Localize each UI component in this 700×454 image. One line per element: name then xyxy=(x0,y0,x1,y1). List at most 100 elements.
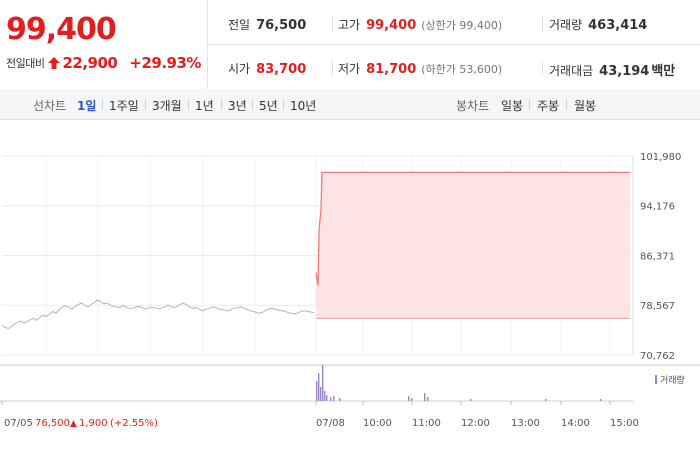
prev-close: 전일 76,500 xyxy=(228,16,306,33)
open-value: 83,700 xyxy=(256,62,307,77)
tab-monthly-candle[interactable]: 월봉 xyxy=(574,99,597,113)
today-price-line xyxy=(315,171,630,286)
prev-day-pct: (+2.55%) xyxy=(110,418,158,429)
change-percent: +29.93% xyxy=(129,54,201,72)
volume-bar xyxy=(316,381,318,401)
tab-1week[interactable]: 1주일 xyxy=(109,99,139,113)
x-tick-label: 10:00 xyxy=(363,418,392,429)
tab-divider xyxy=(188,99,189,110)
high: 고가 99,400 (상한가 99,400) xyxy=(338,16,502,33)
tab-divider xyxy=(221,99,222,110)
current-price: 99,400 xyxy=(6,12,117,47)
x-tick-label: 14:00 xyxy=(561,418,590,429)
volume-label: 거래량 xyxy=(549,18,583,32)
price-summary: 99,400 전일대비 22,900 +29.93% 전일 76,500 고가 … xyxy=(0,0,700,90)
volume-legend-icon xyxy=(655,375,657,384)
high-label: 고가 xyxy=(338,18,361,32)
x-tick-label: 12:00 xyxy=(461,418,490,429)
volume-bar xyxy=(408,396,410,401)
amount-label: 거래대금 xyxy=(549,64,594,78)
volume-bar xyxy=(470,399,472,401)
amount-value: 43,194 xyxy=(599,64,650,79)
line-chart-label: 선차트 xyxy=(33,99,67,113)
column-divider xyxy=(332,17,333,31)
tab-10year[interactable]: 10년 xyxy=(290,99,317,113)
volume-bar xyxy=(326,395,328,401)
lower-limit: (하한가 53,600) xyxy=(421,63,503,76)
up-arrow-icon xyxy=(48,57,61,69)
price-lines xyxy=(1,171,630,330)
volume: 거래량 463,414 xyxy=(549,16,647,33)
y-tick-label: 70,762 xyxy=(640,351,675,362)
tab-divider xyxy=(102,99,103,110)
today-price-area xyxy=(316,172,630,319)
tab-divider xyxy=(529,99,530,110)
column-divider xyxy=(542,17,543,31)
low-label: 저가 xyxy=(338,62,361,76)
candle-chart-label: 봉차트 xyxy=(456,99,490,113)
tab-3year[interactable]: 3년 xyxy=(228,99,247,113)
low: 저가 81,700 (하한가 53,600) xyxy=(338,60,502,77)
change-value: 22,900 xyxy=(62,54,118,72)
x-tick-label: 15:00 xyxy=(610,418,639,429)
volume-bar xyxy=(600,399,602,401)
current-price-box: 99,400 전일대비 22,900 +29.93% xyxy=(0,0,208,89)
open-label: 시가 xyxy=(228,62,251,76)
volume-bar xyxy=(330,397,332,401)
upper-limit: (상한가 99,400) xyxy=(421,19,503,32)
period-selector: 선차트 1일 1주일 3개월 1년 3년 5년 10년 봉차트 일봉 주봉 월봉 xyxy=(0,89,700,120)
y-tick-label: 101,980 xyxy=(640,152,681,163)
stat-grid: 전일 76,500 고가 99,400 (상한가 99,400) 거래량 463… xyxy=(208,0,700,89)
prev-day-date: 07/05 xyxy=(4,418,33,429)
y-axis-ticks: 101,980 94,176 86,371 78,567 70,762 xyxy=(640,152,681,362)
tab-divider xyxy=(145,99,146,110)
low-value: 81,700 xyxy=(366,62,417,77)
tab-5year[interactable]: 5년 xyxy=(259,99,278,113)
x-axis-ticks: 07/08 10:00 11:00 12:00 13:00 14:00 15:00 xyxy=(1,401,639,429)
volume-bars xyxy=(316,365,602,401)
tab-3month[interactable]: 3개월 xyxy=(152,99,182,113)
tab-weekly-candle[interactable]: 주봉 xyxy=(537,99,560,113)
x-tick-label: 13:00 xyxy=(511,418,540,429)
prev-day-change: 1,900 xyxy=(79,418,108,429)
prev-day-price-line xyxy=(1,299,315,330)
tab-1day[interactable]: 1일 xyxy=(77,99,97,113)
volume-bar xyxy=(339,398,341,401)
x-tick-label: 07/08 xyxy=(316,418,345,429)
column-divider xyxy=(332,61,333,75)
volume-bar xyxy=(320,387,322,401)
column-divider xyxy=(542,61,543,75)
volume-bar xyxy=(424,393,426,401)
tab-divider xyxy=(566,99,567,110)
change-row: 전일대비 22,900 +29.93% xyxy=(6,54,201,72)
prev-day-arrow: ▲ xyxy=(70,419,77,429)
change-label: 전일대비 xyxy=(6,57,45,70)
high-value: 99,400 xyxy=(366,18,417,33)
prev-close-value: 76,500 xyxy=(256,18,307,33)
trading-amount: 거래대금 43,194 백만 xyxy=(549,60,675,79)
tab-1year[interactable]: 1년 xyxy=(195,99,214,113)
price-fill xyxy=(316,172,630,319)
volume-bar xyxy=(427,397,429,401)
tab-divider xyxy=(252,99,253,110)
volume-bar xyxy=(324,391,326,401)
open: 시가 83,700 xyxy=(228,60,306,77)
price-chart-svg: 101,980 94,176 86,371 78,567 70,762 07/08 10:… xyxy=(0,152,700,429)
prev-day-close: 76,500 xyxy=(35,418,70,429)
volume-legend: 거래량 xyxy=(660,374,685,386)
volume-bar xyxy=(318,373,320,401)
volume-bar xyxy=(411,398,413,401)
volume-bar xyxy=(322,365,324,401)
price-chart[interactable]: 101,980 94,176 86,371 78,567 70,762 07/08 10:… xyxy=(0,119,700,450)
volume-bar xyxy=(333,396,335,401)
y-tick-label: 86,371 xyxy=(640,252,675,263)
row-divider xyxy=(208,44,700,45)
tab-daily-candle[interactable]: 일봉 xyxy=(501,99,524,113)
x-tick-label: 11:00 xyxy=(412,418,441,429)
volume-value: 463,414 xyxy=(588,18,648,33)
y-tick-label: 94,176 xyxy=(640,202,675,213)
volume-bar xyxy=(545,399,547,401)
tab-divider xyxy=(283,99,284,110)
amount-unit: 백만 xyxy=(651,64,676,79)
